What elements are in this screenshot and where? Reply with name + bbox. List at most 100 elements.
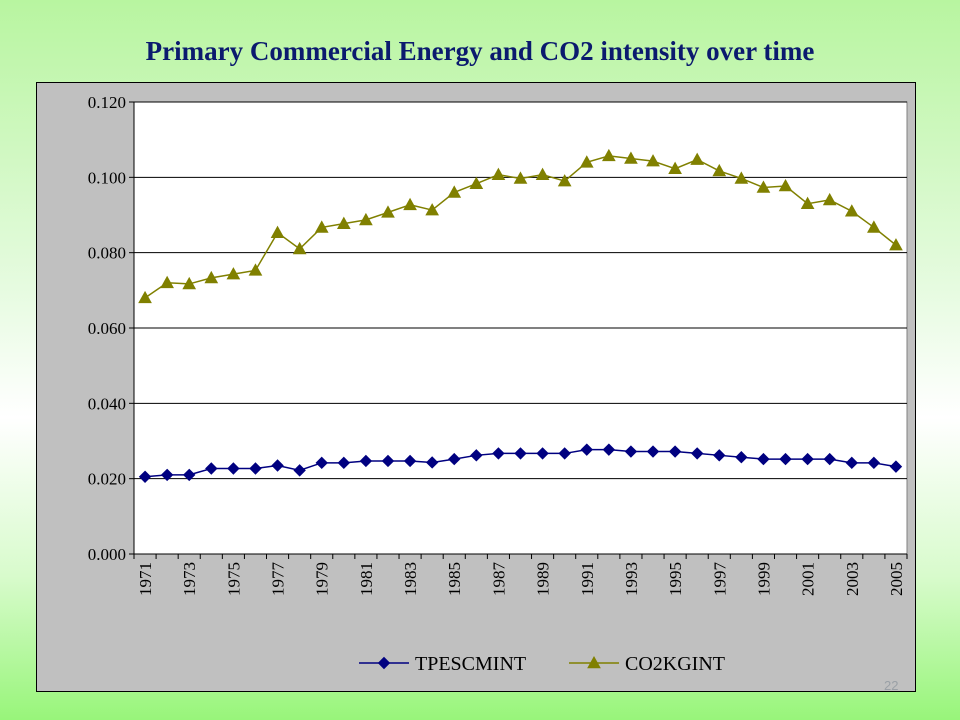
data-point-tpescmint (735, 450, 748, 464)
data-point-tpescmint (823, 452, 836, 466)
y-tick-label: 0.100 (88, 168, 126, 187)
data-point-tpescmint (160, 468, 174, 482)
data-point-tpescmint (448, 452, 461, 466)
data-point-tpescmint (183, 468, 196, 482)
x-tick-label: 1979 (313, 562, 332, 596)
x-tick-label: 1971 (136, 562, 155, 596)
data-point-co2kgint (822, 192, 837, 206)
data-point-co2kgint (314, 220, 329, 233)
data-point-co2kgint (425, 203, 440, 216)
data-point-tpescmint (470, 449, 483, 462)
data-point-tpescmint (138, 470, 152, 483)
legend-label-co2kgint: CO2KGINT (625, 653, 725, 675)
data-point-co2kgint (889, 238, 903, 251)
data-point-tpescmint (337, 456, 351, 470)
data-point-tpescmint (227, 462, 240, 475)
y-tick-label: 0.000 (88, 545, 126, 564)
legend-marker-co2kgint (587, 655, 601, 669)
legend-label-tpescmint: TPESCMINT (415, 653, 526, 675)
data-point-co2kgint (469, 176, 484, 190)
slide-title: Primary Commercial Energy and CO2 intens… (145, 36, 815, 66)
data-point-tpescmint (249, 462, 262, 475)
page-number: 22 (884, 678, 899, 693)
data-point-co2kgint (800, 196, 815, 209)
data-point-tpescmint (536, 447, 549, 460)
data-point-co2kgint (535, 167, 550, 180)
data-point-tpescmint (713, 449, 726, 462)
data-point-co2kgint (336, 216, 351, 229)
data-point-tpescmint (845, 456, 858, 470)
x-tick-label: 1977 (269, 562, 288, 597)
data-point-tpescmint (425, 456, 439, 469)
data-point-co2kgint (756, 180, 771, 193)
data-point-tpescmint (668, 445, 682, 458)
data-point-co2kgint (447, 185, 462, 198)
data-point-co2kgint (844, 204, 859, 217)
x-tick-label: 1983 (401, 562, 420, 596)
data-point-co2kgint (867, 220, 881, 233)
data-point-tpescmint (271, 459, 284, 472)
data-point-tpescmint (624, 445, 638, 458)
data-point-tpescmint (602, 443, 616, 456)
data-point-co2kgint (690, 152, 705, 165)
x-tick-label: 2005 (887, 562, 906, 596)
y-tick-label: 0.020 (88, 470, 126, 489)
data-point-co2kgint (292, 241, 307, 255)
data-point-tpescmint (558, 447, 571, 460)
y-tick-label: 0.120 (88, 93, 126, 112)
data-point-tpescmint (514, 447, 527, 460)
x-tick-label: 1987 (489, 562, 508, 597)
data-point-tpescmint (293, 464, 306, 477)
x-tick-label: 1997 (710, 562, 729, 597)
data-point-tpescmint (646, 445, 660, 458)
data-point-co2kgint (491, 167, 506, 180)
data-point-co2kgint (668, 161, 682, 174)
x-tick-label: 1975 (224, 562, 243, 596)
data-point-co2kgint (734, 171, 749, 184)
data-point-co2kgint (601, 148, 616, 162)
chart-area: 0.000 0.020 0.040 0.060 0.080 0.100 0.120 1971 1… (36, 82, 916, 692)
data-point-tpescmint (315, 456, 328, 470)
data-point-co2kgint (226, 267, 241, 280)
data-point-tpescmint (580, 443, 593, 456)
x-tick-label: 1973 (180, 562, 199, 596)
data-point-co2kgint (403, 197, 417, 211)
data-point-co2kgint (248, 263, 263, 276)
data-point-tpescmint (801, 452, 814, 466)
data-point-tpescmint (205, 462, 218, 475)
data-point-co2kgint (579, 155, 594, 168)
data-point-tpescmint (403, 454, 417, 468)
data-point-co2kgint (557, 174, 572, 187)
line-chart: 0.000 0.020 0.040 0.060 0.080 0.100 0.120 1971 1… (88, 93, 908, 675)
data-point-tpescmint (757, 452, 770, 466)
x-tick-label: 1991 (578, 562, 597, 596)
y-tick-label: 0.060 (88, 319, 126, 338)
legend-marker-tpescmint (377, 656, 391, 670)
data-point-co2kgint (778, 178, 793, 192)
x-tick-label: 1985 (445, 562, 464, 596)
data-point-co2kgint (513, 171, 528, 184)
x-tick-label: 1995 (666, 562, 685, 596)
x-tick-label: 1989 (534, 562, 553, 596)
data-point-co2kgint (160, 275, 174, 289)
data-point-co2kgint (204, 270, 219, 284)
data-point-tpescmint (359, 454, 373, 468)
data-point-co2kgint (359, 212, 373, 226)
x-tick-label: 1999 (754, 562, 773, 596)
y-tick-label: 0.080 (88, 244, 126, 263)
data-point-co2kgint (712, 163, 727, 177)
data-point-co2kgint (646, 154, 660, 167)
data-point-co2kgint (624, 151, 638, 164)
x-tick-label: 2001 (799, 562, 818, 596)
data-point-co2kgint (270, 225, 285, 239)
data-point-tpescmint (690, 447, 704, 460)
y-tick-label: 0.040 (88, 394, 126, 413)
data-point-tpescmint (889, 460, 903, 473)
x-tick-label: 2003 (843, 562, 862, 596)
data-point-tpescmint (492, 447, 505, 460)
data-point-co2kgint (381, 205, 395, 218)
data-point-tpescmint (867, 456, 881, 470)
x-tick-label: 1981 (357, 562, 376, 596)
data-point-tpescmint (779, 452, 792, 466)
data-point-tpescmint (381, 454, 395, 468)
